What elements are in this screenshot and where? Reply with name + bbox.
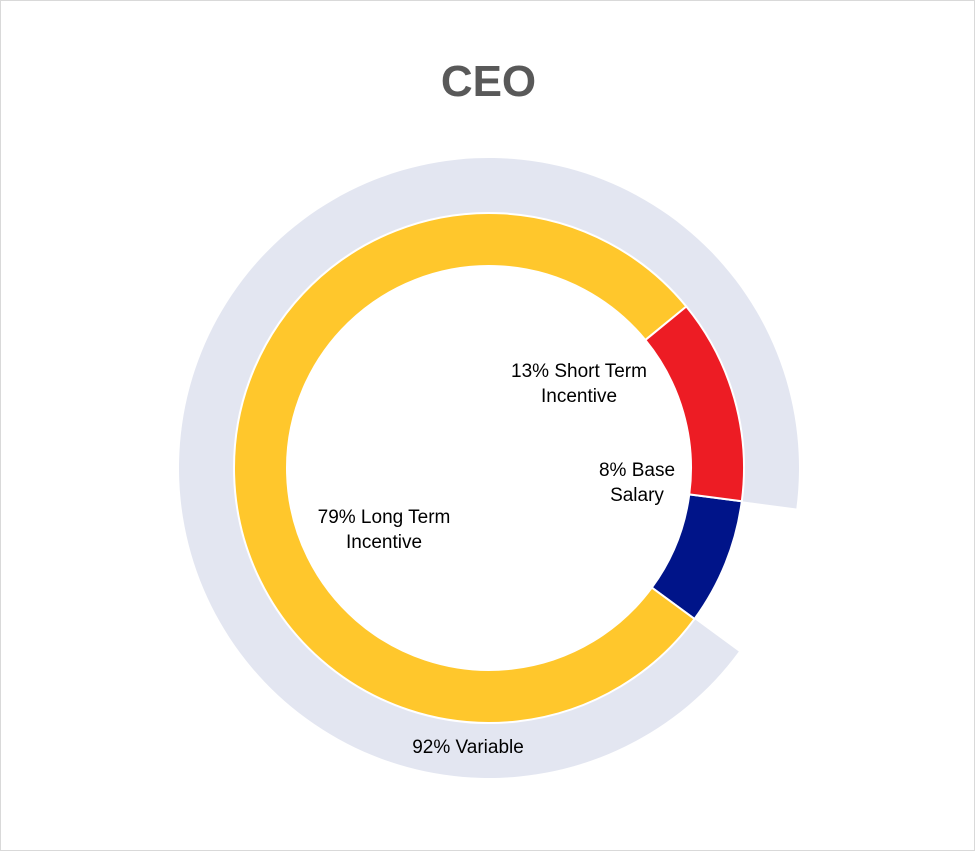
label-long-term-incentive: 79% Long Term Incentive xyxy=(318,507,451,553)
chart-title: CEO xyxy=(440,57,537,106)
label-variable: 92% Variable xyxy=(412,737,524,758)
inner-ring xyxy=(233,212,745,724)
inner-slice-short-term-incentive xyxy=(643,305,745,503)
label-base-salary: 8% Base Salary xyxy=(599,460,675,506)
inner-slice-long-term-incentive xyxy=(233,212,696,724)
label-short-term-incentive: 13% Short Term Incentive xyxy=(511,361,647,407)
slice-labels: 8% Base Salary 79% Long Term Incentive 13% S… xyxy=(318,361,675,758)
